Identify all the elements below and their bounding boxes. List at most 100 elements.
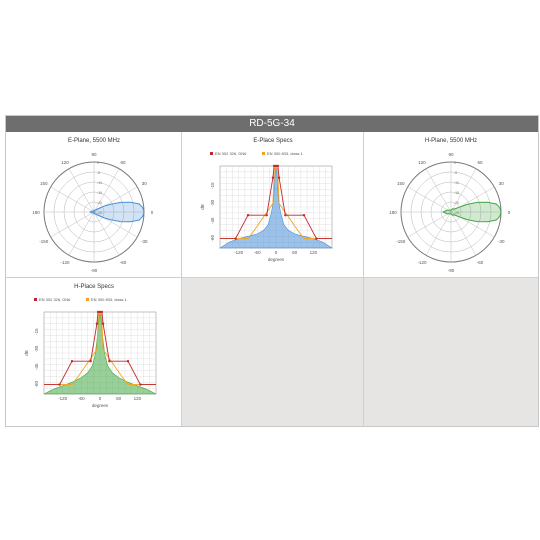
polar-angle-label: -90 xyxy=(91,268,98,273)
x-tick-label: 120 xyxy=(134,396,142,401)
mask-point xyxy=(139,383,142,386)
polar-angle-label: -60 xyxy=(120,260,127,265)
y-tick-label: -45 xyxy=(34,363,39,370)
en300833-mask-line xyxy=(220,167,332,240)
polar-spoke xyxy=(93,168,120,213)
y-axis-label: dB xyxy=(24,350,29,356)
polar-ring-label: -15 xyxy=(97,191,102,195)
polar-spoke xyxy=(450,211,477,256)
polar-spoke xyxy=(407,186,452,213)
legend-label: EN 302 326, DN6 xyxy=(215,151,247,156)
polar-angle-label: 120 xyxy=(418,160,426,165)
polar-spoke xyxy=(407,211,452,238)
polar-ring-label: -10 xyxy=(454,181,459,185)
sheet-title: RD-5G-34 xyxy=(6,116,538,132)
grid-divider xyxy=(181,132,182,426)
y-axis-label: dB xyxy=(200,204,205,210)
mask-point xyxy=(234,237,237,240)
polar-ring-label: 0 xyxy=(97,161,99,165)
spec-chart-e-place: EN 302 326, DN6 EN 300 833, class 1 -120 -6… xyxy=(200,151,334,262)
polar-angle-label: 0 xyxy=(508,210,511,215)
mask-point xyxy=(100,310,104,314)
x-tick-label: -120 xyxy=(58,396,68,401)
polar-spoke xyxy=(425,211,452,256)
mask-point xyxy=(274,164,278,168)
polar-angle-label: 180 xyxy=(32,210,40,215)
polar-ring-label: -15 xyxy=(454,191,459,195)
legend-swatch xyxy=(262,152,265,155)
polar-ring-label: -10 xyxy=(97,181,102,185)
chart-title-h-place-specs: H-Place Specs xyxy=(74,284,114,290)
measured-pattern xyxy=(218,165,334,249)
polar-angle-label: -150 xyxy=(396,239,406,244)
x-tick-label: -120 xyxy=(234,250,244,255)
polar-angle-label: 0 xyxy=(151,210,154,215)
radiation-pattern xyxy=(88,201,145,223)
chart-title-e-place-specs: E-Place Specs xyxy=(253,138,293,144)
polar-spoke xyxy=(68,168,95,213)
polar-ring-label: -20 xyxy=(454,201,459,205)
polar-angle-label: 90 xyxy=(91,152,97,157)
chart-title-e-plane: E-Plane, 5500 MHz xyxy=(67,138,121,144)
mask-point xyxy=(284,214,287,217)
polar-spoke xyxy=(93,211,120,256)
polar-angle-label: -150 xyxy=(39,239,49,244)
y-tick-label: -60 xyxy=(34,381,39,388)
legend-swatch xyxy=(86,298,89,301)
polar-angle-label: 30 xyxy=(142,181,148,186)
chart-cell-h-place-specs: H-Place Specs EN 302 326, DN6 EN 300 833,… xyxy=(6,278,182,426)
mask-point xyxy=(101,322,105,325)
mask-point xyxy=(265,214,268,217)
mask-point xyxy=(276,164,280,168)
mask-point xyxy=(271,176,275,179)
polar-spoke xyxy=(450,168,477,213)
x-tick-label: -60 xyxy=(78,396,85,401)
mask-point xyxy=(70,360,74,363)
mask-point xyxy=(126,360,130,363)
polar-angle-label: -90 xyxy=(448,268,455,273)
legend-swatch xyxy=(34,298,37,301)
mask-point xyxy=(95,322,99,325)
polar-chart-h-plane: 90 60 30 0 -30 -60 -90 -120 -150 180 150 120 0 -5 -10 -… xyxy=(389,152,511,273)
polar-angle-label: 180 xyxy=(389,210,397,215)
polar-angle-label: -30 xyxy=(498,239,505,244)
polar-spoke xyxy=(50,186,95,213)
polar-angle-label: 120 xyxy=(61,160,69,165)
mask-point xyxy=(108,360,111,363)
x-tick-label: 120 xyxy=(310,250,318,255)
antenna-pattern-sheet: RD-5G-34 E-Plane, 5500 MHz 90 60 30 0 -30 -60… xyxy=(5,115,539,427)
chart-cell-e-place-specs: E-Place Specs EN 302 326, DN6 EN 300 833,… xyxy=(182,132,364,278)
y-tick-label: -45 xyxy=(210,217,215,224)
en300833-mask-line xyxy=(44,313,156,386)
x-axis-label: degrees xyxy=(92,403,109,408)
polar-spoke xyxy=(425,168,452,213)
mask-point xyxy=(58,383,61,386)
chart-cell-h-plane: H-Plane, 5500 MHz 90 60 30 0 -30 -60 -90 -120 -1… xyxy=(364,132,538,278)
legend-swatch xyxy=(210,152,213,155)
legend-label: EN 300 833, class 1 xyxy=(91,297,128,302)
chart-cell-e-plane: E-Plane, 5500 MHz 90 60 30 0 -30 -60 -90 -120 -1… xyxy=(6,132,182,278)
x-axis-label: degrees xyxy=(268,257,285,262)
polar-angle-label: 150 xyxy=(397,181,405,186)
polar-angle-label: 60 xyxy=(477,160,483,165)
mask-point xyxy=(272,164,276,168)
polar-angle-label: 30 xyxy=(499,181,505,186)
polar-spoke xyxy=(68,211,95,256)
y-tick-label: -60 xyxy=(210,235,215,242)
x-tick-label: 60 xyxy=(116,396,122,401)
mask-point xyxy=(98,310,102,314)
y-tick-label: -15 xyxy=(34,328,39,335)
grid-divider xyxy=(6,277,538,278)
polar-angle-label: 150 xyxy=(40,181,48,186)
mask-point xyxy=(96,310,100,314)
chart-title-h-plane: H-Plane, 5500 MHz xyxy=(424,138,478,144)
x-tick-label: 60 xyxy=(292,250,298,255)
mask-point xyxy=(302,214,306,217)
y-tick-label: -30 xyxy=(34,345,39,352)
empty-cell xyxy=(182,278,364,426)
x-tick-label: 0 xyxy=(99,396,102,401)
polar-ring-label: -5 xyxy=(454,171,457,175)
mask-point xyxy=(246,214,250,217)
spec-chart-h-place: EN 302 326, DN6 EN 300 833, class 1 -120 -6… xyxy=(24,297,157,408)
polar-spoke xyxy=(50,211,95,238)
